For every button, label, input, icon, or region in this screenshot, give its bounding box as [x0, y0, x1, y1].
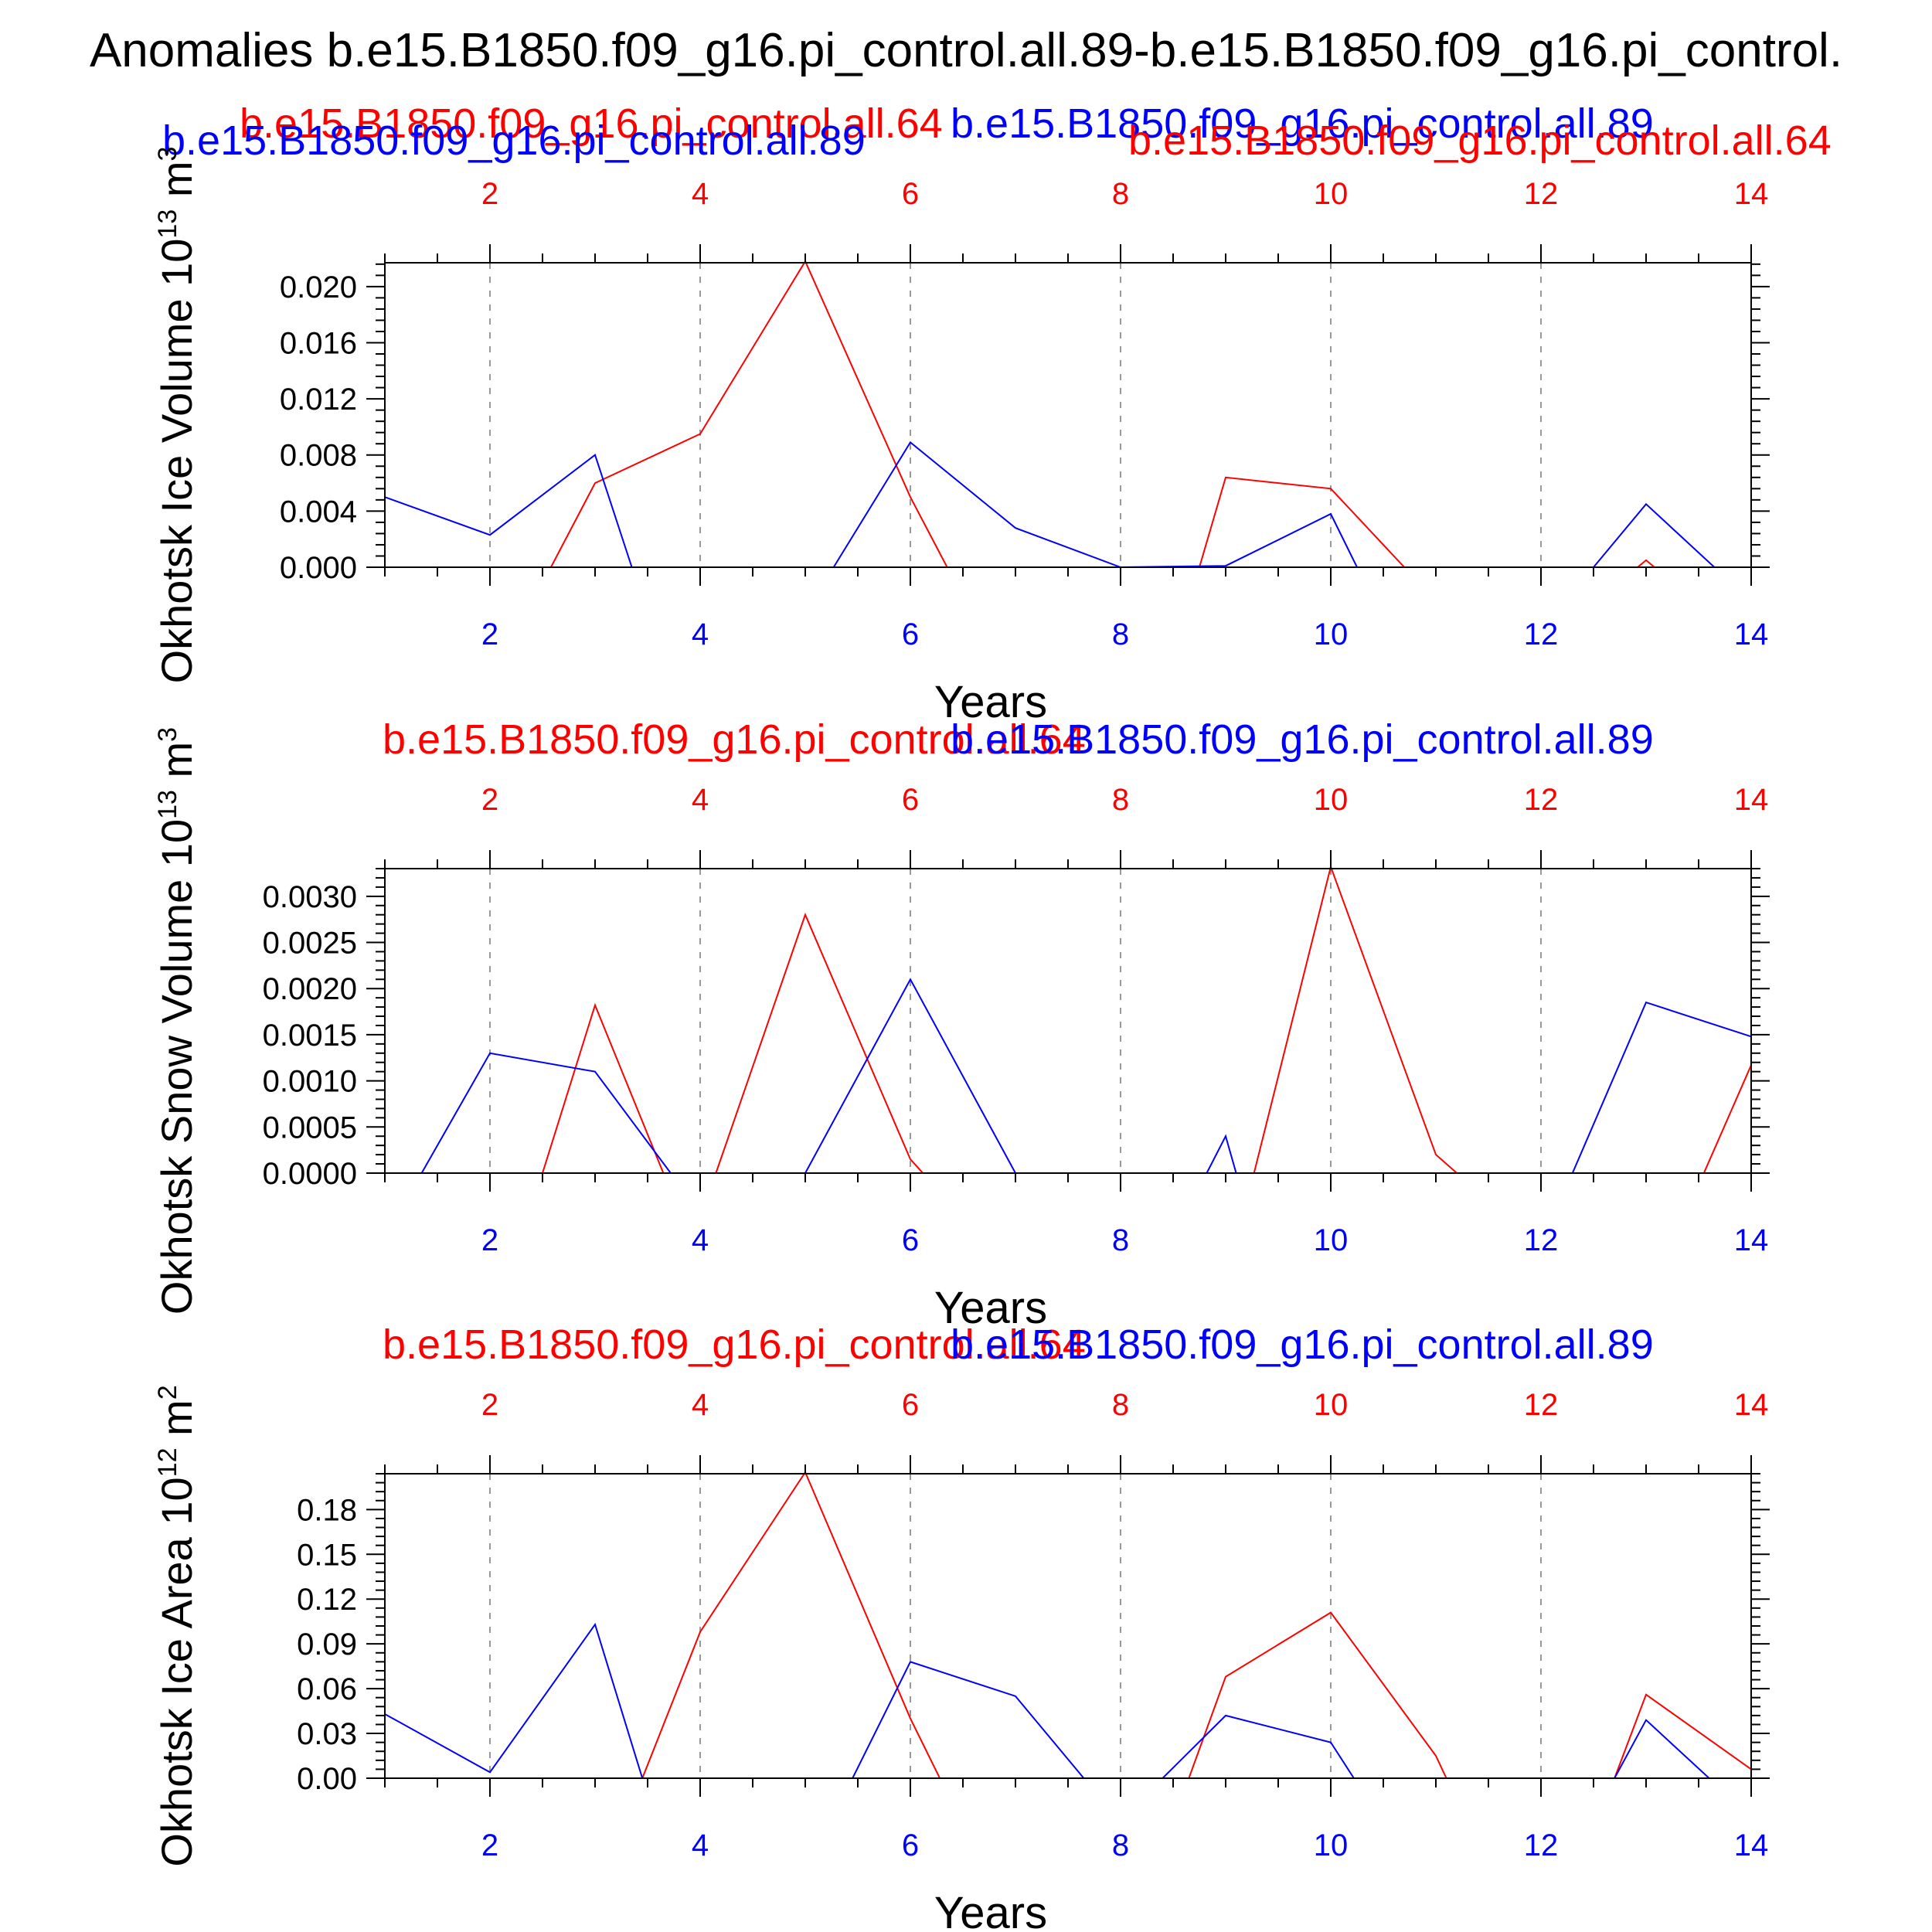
x-tick-label-bottom: 4: [692, 1223, 709, 1257]
x-tick-label-top: 10: [1314, 783, 1349, 817]
y-tick-label: 0.0030: [263, 880, 357, 914]
x-tick-label-top: 14: [1734, 1388, 1769, 1422]
x-tick-label-top: 8: [1112, 783, 1129, 817]
y-tick-label: 0.008: [280, 439, 357, 473]
y-axis-title-part: m: [152, 1400, 201, 1447]
figure-title: Anomalies b.e15.B1850.f09_g16.pi_control…: [90, 24, 1842, 77]
x-tick-label-top: 4: [692, 783, 709, 817]
y-axis-title: Okhotsk Ice Volume 1013 m3: [152, 147, 201, 684]
top-series-label: b.e15.B1850.f09_g16.pi_control.all.89: [951, 100, 1654, 147]
y-axis-unit-superscript: 13: [153, 209, 182, 239]
y-axis-unit-superscript: 13: [153, 790, 182, 819]
top-series-label: b.e15.B1850.f09_g16.pi_control.all.64: [383, 1321, 1086, 1368]
x-tick-label-bottom: 10: [1314, 1223, 1349, 1257]
x-tick-label-top: 6: [902, 177, 919, 211]
y-axis-unit-superscript: 3: [153, 147, 182, 162]
y-axis-unit-superscript: 2: [153, 1385, 182, 1400]
x-tick-label-bottom: 12: [1524, 617, 1559, 651]
series-line-red: [385, 260, 1751, 568]
y-tick-label: 0.0025: [263, 927, 357, 961]
x-tick-label-bottom: 4: [692, 617, 709, 651]
series-line-blue: [384, 440, 1751, 569]
y-tick-label: 0.012: [280, 383, 357, 417]
y-axis-unit-superscript: 12: [153, 1448, 182, 1478]
x-tick-label-top: 12: [1524, 1388, 1559, 1422]
x-tick-label-top: 8: [1112, 177, 1129, 211]
y-tick-label: 0.12: [297, 1583, 357, 1617]
x-tick-label-top: 10: [1314, 177, 1349, 211]
top-series-label: b.e15.B1850.f09_g16.pi_control.all.89: [951, 716, 1654, 763]
x-tick-label-top: 14: [1734, 783, 1769, 817]
y-axis-title-part: Okhotsk Snow Volume 10: [152, 819, 201, 1315]
y-tick-label: 0.004: [280, 495, 357, 529]
plot-frame: [384, 262, 1752, 568]
x-axis-title: Years: [934, 677, 1047, 727]
x-tick-label-bottom: 12: [1524, 1223, 1559, 1257]
y-axis-title: Okhotsk Ice Area 1012 m2: [152, 1385, 201, 1866]
x-tick-label-top: 2: [481, 177, 498, 211]
x-axis-title: Years: [934, 1283, 1047, 1333]
y-tick-label: 0.0020: [263, 972, 357, 1006]
x-tick-label-bottom: 2: [481, 1223, 498, 1257]
y-tick-label: 0.06: [297, 1672, 357, 1706]
y-tick-label: 0.016: [280, 326, 357, 360]
x-tick-label-bottom: 12: [1524, 1828, 1559, 1862]
y-tick-label: 0.00: [297, 1762, 357, 1796]
x-tick-label-top: 2: [481, 1388, 498, 1422]
series-line-blue: [384, 1622, 1751, 1779]
x-tick-label-bottom: 14: [1734, 1223, 1769, 1257]
x-tick-label-bottom: 14: [1734, 1828, 1769, 1862]
x-tick-label-top: 6: [902, 783, 919, 817]
y-tick-label: 0.0010: [263, 1065, 357, 1099]
y-axis-unit-superscript: 3: [153, 727, 182, 742]
y-axis-title-part: m: [152, 162, 201, 209]
x-tick-label-bottom: 6: [902, 617, 919, 651]
y-tick-label: 0.020: [280, 270, 357, 304]
top-series-label: b.e15.B1850.f09_g16.pi_control.all.64: [1128, 117, 1832, 164]
x-tick-label-bottom: 2: [481, 1828, 498, 1862]
top-series-label: b.e15.B1850.f09_g16.pi_control.all.64: [383, 716, 1086, 763]
top-series-label: b.e15.B1850.f09_g16.pi_control.all.89: [951, 1321, 1654, 1368]
y-axis-title-part: Okhotsk Ice Area 10: [152, 1477, 201, 1866]
x-tick-label-top: 10: [1314, 1388, 1349, 1422]
x-axis-title: Years: [934, 1888, 1047, 1932]
top-series-label: b.e15.B1850.f09_g16.pi_control.all.89: [162, 117, 866, 164]
y-axis-title: Okhotsk Snow Volume 1013 m3: [152, 727, 201, 1315]
y-tick-label: 0.03: [297, 1717, 357, 1751]
x-tick-label-top: 8: [1112, 1388, 1129, 1422]
x-tick-label-bottom: 4: [692, 1828, 709, 1862]
x-tick-label-bottom: 8: [1112, 617, 1129, 651]
x-tick-label-bottom: 8: [1112, 1223, 1129, 1257]
y-axis-title-part: Okhotsk Ice Volume 10: [152, 239, 201, 684]
x-tick-label-bottom: 14: [1734, 617, 1769, 651]
series-line-blue: [385, 978, 1752, 1174]
x-tick-label-bottom: 8: [1112, 1828, 1129, 1862]
x-tick-label-bottom: 10: [1314, 617, 1349, 651]
x-tick-label-bottom: 6: [902, 1828, 919, 1862]
y-tick-label: 0.09: [297, 1628, 357, 1662]
y-tick-label: 0.0000: [263, 1157, 357, 1191]
x-tick-label-top: 14: [1734, 177, 1769, 211]
y-axis-title-part: m: [152, 742, 201, 790]
y-tick-label: 0.0015: [263, 1019, 357, 1053]
top-series-label: b.e15.B1850.f09_g16.pi_control.all.64: [240, 100, 943, 147]
x-tick-label-top: 12: [1524, 783, 1559, 817]
y-tick-label: 0.18: [297, 1493, 357, 1527]
y-tick-label: 0.15: [297, 1538, 357, 1572]
x-tick-label-top: 12: [1524, 177, 1559, 211]
x-tick-label-bottom: 2: [481, 617, 498, 651]
series-line-red: [385, 864, 1752, 1174]
y-tick-label: 0.000: [280, 551, 357, 585]
x-tick-label-top: 6: [902, 1388, 919, 1422]
y-tick-label: 0.0005: [263, 1111, 357, 1145]
x-tick-label-top: 4: [692, 1388, 709, 1422]
x-tick-label-top: 4: [692, 177, 709, 211]
x-tick-label-bottom: 10: [1314, 1828, 1349, 1862]
x-tick-label-top: 2: [481, 783, 498, 817]
plot-frame: [384, 1473, 1752, 1779]
x-tick-label-bottom: 6: [902, 1223, 919, 1257]
series-line-red: [385, 1470, 1752, 1779]
